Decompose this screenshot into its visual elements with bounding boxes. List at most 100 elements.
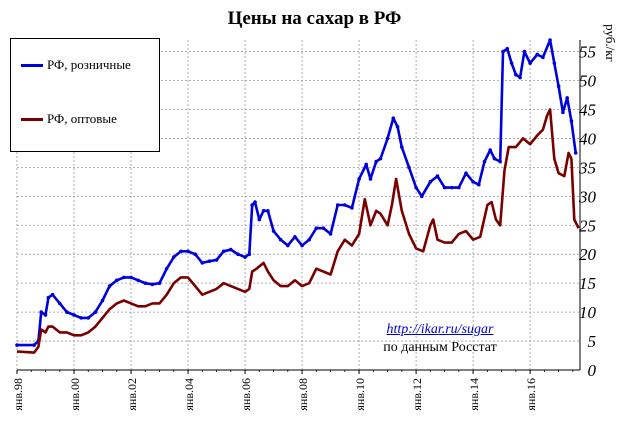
data-point-0	[573, 151, 578, 155]
data-point-0	[343, 203, 347, 207]
data-point-0	[79, 316, 83, 320]
source-link[interactable]: http://ikar.ru/sugar	[386, 322, 494, 337]
data-point-0	[514, 72, 518, 77]
x-tick-label: янв.06	[239, 378, 253, 411]
data-point-0	[122, 275, 126, 280]
data-point-0	[261, 208, 266, 213]
data-point-0	[357, 177, 361, 181]
data-point-0	[535, 52, 540, 57]
data-point-0	[407, 165, 411, 170]
data-point-0	[552, 61, 557, 65]
chart-title: Цены на сахар в РФ	[227, 8, 402, 29]
data-point-0	[561, 110, 565, 115]
data-point-0	[471, 180, 475, 184]
data-point-0	[253, 200, 257, 204]
y-tick-label: 0	[588, 361, 597, 380]
data-point-0	[257, 217, 262, 222]
data-point-0	[171, 255, 176, 259]
data-point-0	[368, 177, 373, 181]
data-point-0	[350, 206, 354, 210]
data-point-0	[164, 266, 169, 271]
data-point-0	[293, 235, 297, 239]
data-point-0	[278, 237, 283, 242]
data-point-0	[72, 313, 76, 317]
data-point-0	[157, 281, 162, 285]
data-point-0	[179, 249, 183, 254]
data-point-0	[100, 298, 105, 303]
data-point-0	[391, 116, 396, 120]
y-tick-label: 55	[579, 43, 596, 62]
data-point-0	[541, 55, 545, 60]
data-point-0	[518, 75, 522, 80]
data-point-0	[46, 295, 51, 300]
data-point-0	[32, 343, 36, 347]
data-point-0	[193, 252, 197, 257]
data-point-0	[286, 243, 290, 248]
data-point-0	[65, 310, 69, 314]
data-point-0	[509, 61, 514, 65]
data-point-0	[236, 252, 240, 257]
legend-swatch-retail	[21, 63, 43, 67]
data-point-0	[243, 255, 247, 259]
x-tick-label: янв.98	[11, 378, 25, 411]
y-axis-unit: руб./кг	[596, 8, 624, 78]
x-tick-label: янв.14	[467, 378, 481, 411]
data-point-0	[266, 208, 270, 213]
data-point-0	[207, 259, 212, 263]
y-tick-label: 10	[579, 303, 597, 322]
legend-label-retail: РФ, розничные	[47, 57, 131, 72]
data-point-0	[314, 226, 319, 230]
data-point-0	[385, 136, 390, 141]
data-point-0	[492, 156, 497, 161]
y-tick-label: 45	[579, 100, 596, 119]
data-point-0	[250, 203, 254, 207]
legend-item-retail: РФ, розничные	[21, 57, 131, 73]
data-point-0	[464, 171, 468, 175]
data-point-0	[457, 185, 461, 190]
x-tick-label: янв.04	[182, 378, 196, 411]
data-point-0	[442, 185, 447, 190]
data-point-0	[522, 49, 527, 54]
data-point-0	[15, 343, 19, 347]
data-point-0	[400, 145, 404, 149]
data-point-0	[505, 46, 510, 51]
axes	[16, 40, 581, 374]
y-tick-label: 35	[578, 158, 596, 177]
data-point-0	[43, 313, 48, 317]
data-point-0	[214, 258, 219, 262]
y-tick-label: 20	[579, 245, 597, 264]
y-tick-label: 30	[578, 187, 597, 206]
data-point-0	[378, 156, 383, 161]
data-point-0	[482, 159, 487, 164]
data-point-0	[488, 148, 493, 152]
series-layer	[15, 38, 580, 354]
data-point-0	[114, 278, 119, 283]
data-point-0	[200, 261, 205, 265]
y-tick-label: 25	[579, 216, 596, 235]
data-point-0	[548, 38, 552, 42]
data-point-0	[364, 162, 369, 167]
data-point-0	[57, 301, 62, 306]
y-tick-label: 5	[588, 332, 597, 351]
data-point-0	[321, 226, 326, 230]
y-tick-label: 40	[579, 129, 597, 148]
data-point-0	[528, 61, 532, 65]
data-point-0	[419, 194, 424, 199]
data-point-0	[449, 185, 454, 190]
data-point-0	[435, 174, 440, 178]
legend: РФ, розничные РФ, оптовые	[10, 38, 160, 152]
legend-swatch-wholesale	[21, 117, 43, 121]
data-point-0	[477, 182, 481, 187]
x-tick-label: янв.10	[353, 378, 367, 411]
x-tick-label: янв.16	[524, 378, 538, 411]
data-point-0	[150, 282, 155, 287]
data-point-0	[186, 249, 190, 254]
data-point-0	[228, 247, 233, 252]
data-point-0	[93, 310, 98, 314]
data-point-0	[39, 310, 44, 314]
data-point-0	[395, 125, 400, 129]
data-point-0	[498, 159, 502, 164]
x-tick-labels: янв.98 янв.00 янв.02 янв.04 янв.06 янв.08 янв.…	[11, 378, 538, 411]
data-point-0	[247, 252, 252, 257]
